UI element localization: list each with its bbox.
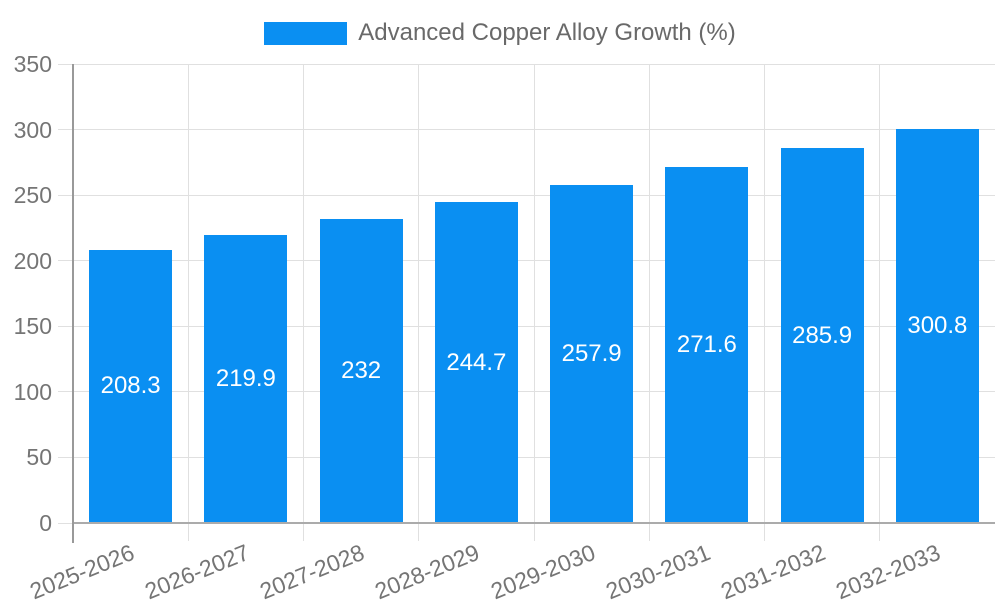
y-axis-tick-label: 100 <box>13 378 52 405</box>
bar-value-label: 300.8 <box>907 311 968 339</box>
bar-value-label: 285.9 <box>792 321 853 349</box>
y-gridline <box>58 391 995 393</box>
bar-value-label: 219.9 <box>215 364 276 392</box>
x-gridline <box>418 64 420 541</box>
x-gridline <box>764 64 765 541</box>
y-gridline <box>58 325 995 327</box>
y-axis-tick-label: 350 <box>13 51 52 77</box>
bar-value-label: 257.9 <box>561 339 622 367</box>
x-gridline <box>648 64 650 541</box>
y-axis-tick-label: 50 <box>26 444 52 471</box>
x-gridline <box>879 64 881 541</box>
legend-swatch <box>264 21 348 45</box>
y-gridline <box>58 194 995 196</box>
x-gridline <box>533 64 535 541</box>
y-axis-tick-label: 150 <box>13 313 52 340</box>
legend: Advanced Copper Alloy Growth (%) <box>0 19 1000 47</box>
plot-area: 0 50 100 150 200 250 300 350 208.3 2025-2026 219.9… <box>14 52 995 600</box>
bar[interactable]: 232 <box>319 218 403 523</box>
x-axis-line <box>73 522 995 524</box>
y-gridline <box>58 456 995 458</box>
y-axis-tick-label: 300 <box>13 116 52 143</box>
bar[interactable]: 208.3 <box>89 249 173 523</box>
bar-value-label: 208.3 <box>100 372 161 400</box>
x-gridline <box>303 64 304 541</box>
bar[interactable]: 257.9 <box>550 184 634 523</box>
y-axis-tick-label: 200 <box>13 247 52 274</box>
bar[interactable]: 244.7 <box>434 202 518 523</box>
bar-value-label: 271.6 <box>676 330 737 358</box>
bar[interactable]: 219.9 <box>204 234 288 523</box>
bar-value-label: 232 <box>341 356 382 384</box>
bar[interactable]: 285.9 <box>780 148 864 523</box>
bar[interactable]: 300.8 <box>895 128 979 523</box>
y-gridline <box>58 63 995 65</box>
bar-value-label: 244.7 <box>446 348 507 376</box>
x-gridline <box>187 64 189 541</box>
bar[interactable]: 271.6 <box>665 166 749 523</box>
y-gridline <box>58 260 995 262</box>
legend-label: Advanced Copper Alloy Growth (%) <box>358 19 736 46</box>
y-axis-tick-label: 0 <box>39 510 52 536</box>
y-gridline <box>58 129 995 131</box>
y-axis-line <box>72 64 74 543</box>
y-axis-tick-label: 250 <box>13 182 52 209</box>
